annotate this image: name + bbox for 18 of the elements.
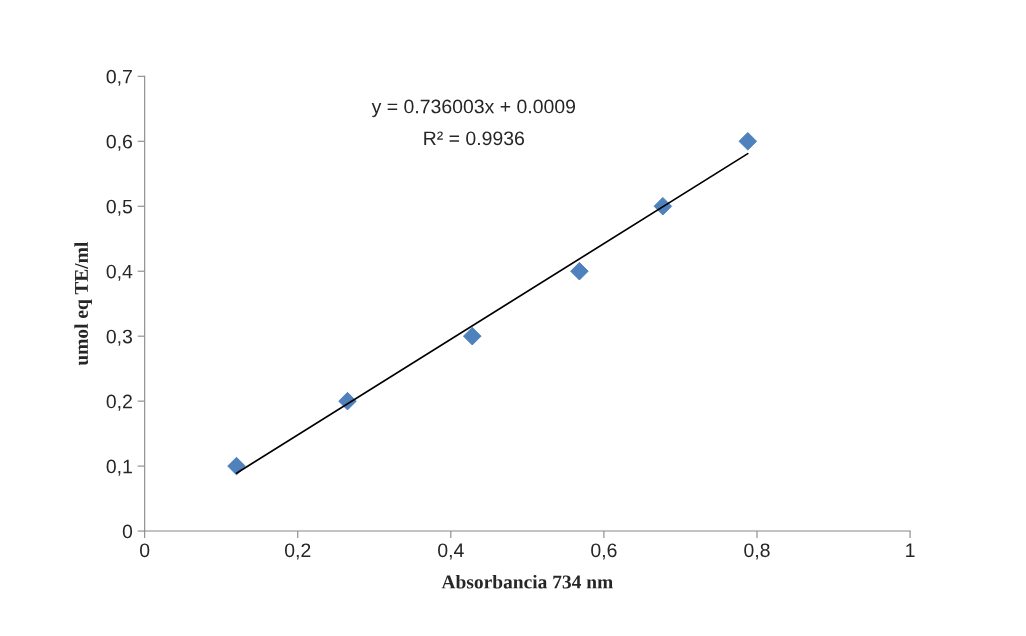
y-tick-label: 0,4 — [106, 264, 133, 281]
y-tick-label: 0,2 — [106, 394, 132, 411]
y-axis-title: umol eq TE/ml — [74, 242, 92, 366]
x-tick-label: 0,2 — [284, 543, 311, 560]
x-tick-label: 0,6 — [591, 543, 617, 560]
y-tick-label: 0,7 — [106, 69, 132, 86]
y-tick-label: 0,1 — [106, 459, 132, 476]
x-tick-label: 0,4 — [438, 543, 464, 560]
y-tick-label: 0,6 — [106, 134, 133, 151]
x-axis-title: Absorbancia 734 nm — [441, 574, 613, 589]
x-tick-label: 1 — [906, 543, 915, 557]
annotation: y = 0.736003x + 0.0009 — [371, 99, 576, 118]
y-tick-label: 0 — [122, 524, 133, 539]
x-tick-label: 0 — [140, 543, 150, 558]
annotation: R² = 0.9936 — [424, 131, 525, 146]
x-tick-label: 0,8 — [744, 543, 770, 560]
y-tick-label: 0,3 — [106, 329, 133, 346]
y-tick-label: 0,5 — [106, 199, 133, 216]
